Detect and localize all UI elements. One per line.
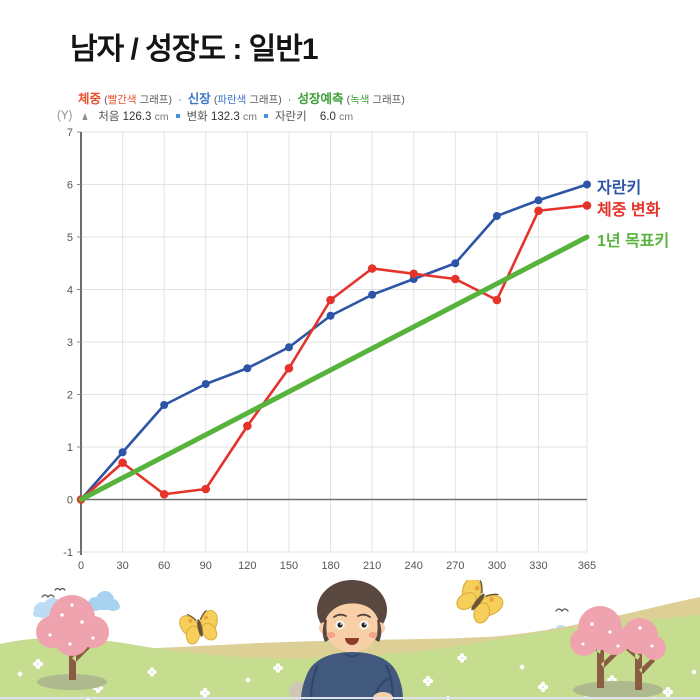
legend-item-weight: 체중 (빨간색 그래프) bbox=[78, 92, 172, 106]
up-arrow-icon: ▲ bbox=[80, 109, 90, 123]
svg-text:0: 0 bbox=[78, 560, 84, 572]
legend-weight-name: 체중 bbox=[78, 92, 102, 106]
svg-text:30: 30 bbox=[116, 560, 128, 572]
blossom-tree-right bbox=[570, 606, 666, 699]
series-1 bbox=[76, 201, 592, 504]
svg-text:120: 120 bbox=[238, 560, 256, 572]
bullet-icon bbox=[263, 114, 268, 118]
legend-prediction-name: 성장예측 bbox=[297, 92, 344, 106]
legend-item-prediction: 성장예측 (녹색 그래프) bbox=[297, 92, 405, 106]
blossom-tree-left bbox=[36, 595, 109, 690]
svg-text:300: 300 bbox=[488, 560, 506, 572]
svg-text:2: 2 bbox=[67, 390, 73, 402]
legend-height-name: 신장 bbox=[187, 92, 211, 106]
series-2 bbox=[78, 234, 590, 502]
series-legend: 체중 (빨간색 그래프) · 신장 (파란색 그래프) · 성장예측 (녹색 그… bbox=[78, 88, 405, 107]
boy-eyebrow bbox=[357, 613, 371, 618]
legend-separator: · bbox=[178, 94, 182, 106]
birds-icon bbox=[41, 587, 569, 613]
boy-blush bbox=[326, 632, 336, 638]
axis-tick-labels: -1 0 1 2 3 4 5 6 7 0 30 60 90 120 150 180 210 240 270 300 33… bbox=[63, 127, 596, 572]
page-title: 남자 / 성장도 : 일반1 bbox=[70, 33, 319, 66]
svg-text:365: 365 bbox=[578, 560, 596, 572]
svg-text:3: 3 bbox=[67, 337, 73, 349]
svg-text:0: 0 bbox=[67, 495, 73, 507]
svg-text:330: 330 bbox=[529, 560, 547, 572]
summary-item-grown: 자란키 6.0 cm bbox=[274, 111, 354, 123]
svg-text:6: 6 bbox=[67, 180, 73, 192]
summary-item-initial: 처음 126.3 cm bbox=[98, 111, 169, 123]
meadow-illustration bbox=[0, 580, 700, 700]
line-end-label-height: 자란키 bbox=[597, 180, 642, 197]
ground-line bbox=[0, 697, 700, 699]
svg-text:90: 90 bbox=[200, 560, 212, 572]
svg-text:270: 270 bbox=[446, 560, 464, 572]
measurement-summary: (Y) ▲ 처음 126.3 cm 변화 132.3 cm 자란키 6.0 cm bbox=[57, 108, 353, 124]
svg-text:150: 150 bbox=[280, 560, 298, 572]
y-axis-label: (Y) bbox=[57, 110, 73, 122]
boy-blush bbox=[368, 632, 378, 638]
boy-eye bbox=[335, 620, 345, 630]
legend-prediction-desc: (녹색 그래프) bbox=[346, 94, 405, 106]
svg-text:240: 240 bbox=[405, 560, 423, 572]
boy-eyebrow bbox=[333, 613, 347, 618]
summary-item-changed: 변화 132.3 cm bbox=[186, 111, 257, 123]
boy-face bbox=[325, 600, 379, 652]
svg-text:-1: -1 bbox=[63, 547, 73, 559]
legend-separator: · bbox=[287, 94, 292, 106]
butterfly-icon bbox=[179, 609, 218, 645]
legend-item-height: 신장 (파란색 그래프) bbox=[187, 92, 282, 106]
boy-eye bbox=[359, 620, 369, 630]
svg-text:4: 4 bbox=[67, 285, 73, 297]
svg-text:210: 210 bbox=[363, 560, 381, 572]
svg-text:7: 7 bbox=[67, 127, 73, 139]
growth-line-chart: -1 0 1 2 3 4 5 6 7 0 30 60 90 120 150 180 210 240 270 300 33… bbox=[63, 127, 596, 572]
boy-character bbox=[289, 580, 403, 700]
boy-mouth bbox=[345, 638, 359, 645]
legend-weight-desc: (빨간색 그래프) bbox=[104, 94, 172, 106]
bullet-icon bbox=[175, 114, 180, 118]
svg-text:180: 180 bbox=[321, 560, 339, 572]
legend-height-desc: (파란색 그래프) bbox=[213, 94, 282, 106]
line-end-label-target: 1년 목표키 bbox=[597, 233, 670, 250]
boy-collar bbox=[343, 652, 361, 658]
svg-text:1: 1 bbox=[67, 442, 73, 454]
line-end-label-weight: 체중 변화 bbox=[597, 202, 661, 219]
boy-neck bbox=[345, 646, 359, 656]
butterfly-icon bbox=[456, 580, 504, 624]
boy-hair-front bbox=[324, 586, 380, 622]
svg-text:60: 60 bbox=[158, 560, 170, 572]
svg-text:5: 5 bbox=[67, 232, 73, 244]
